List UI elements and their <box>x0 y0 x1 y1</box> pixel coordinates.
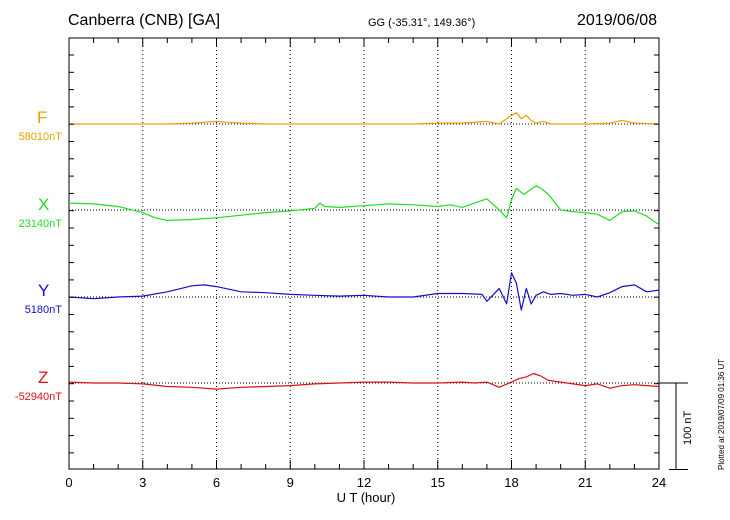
x-tick-label: 21 <box>578 475 592 490</box>
x-tick-label: 0 <box>65 475 72 490</box>
scale-bar-label: 100 nT <box>682 410 694 445</box>
x-tick-label: 12 <box>357 475 371 490</box>
plotted-timestamp: Plotted at 2019/07/09 01:36 UT <box>717 359 726 470</box>
component-label-y: Y <box>38 281 50 300</box>
component-label-x: X <box>38 195 50 214</box>
baseline-label-y: 5180nT <box>24 304 62 316</box>
x-tick-label: 18 <box>504 475 518 490</box>
x-tick-label: 15 <box>431 475 445 490</box>
baseline-label-x: 23140nT <box>18 218 62 230</box>
x-tick-label: 9 <box>287 475 294 490</box>
station-title: Canberra (CNB) [GA] <box>68 12 221 29</box>
x-tick-label: 6 <box>213 475 220 490</box>
baseline-label-z: -52940nT <box>14 391 62 403</box>
series-line-f <box>69 112 660 125</box>
component-label-f: F <box>37 108 48 127</box>
series-line-x <box>68 185 660 226</box>
plot-date: 2019/06/08 <box>577 12 658 29</box>
station-coordinates: GG (-35.31°, 149.36°) <box>368 17 476 29</box>
series-line-z <box>68 372 660 390</box>
series-line-y <box>68 272 660 311</box>
x-tick-label: 3 <box>139 475 146 490</box>
x-tick-label: 24 <box>652 475 666 490</box>
baseline-label-f: 58010nT <box>18 131 62 143</box>
x-axis-label: U T (hour) <box>337 490 396 505</box>
component-label-z: Z <box>38 368 49 387</box>
